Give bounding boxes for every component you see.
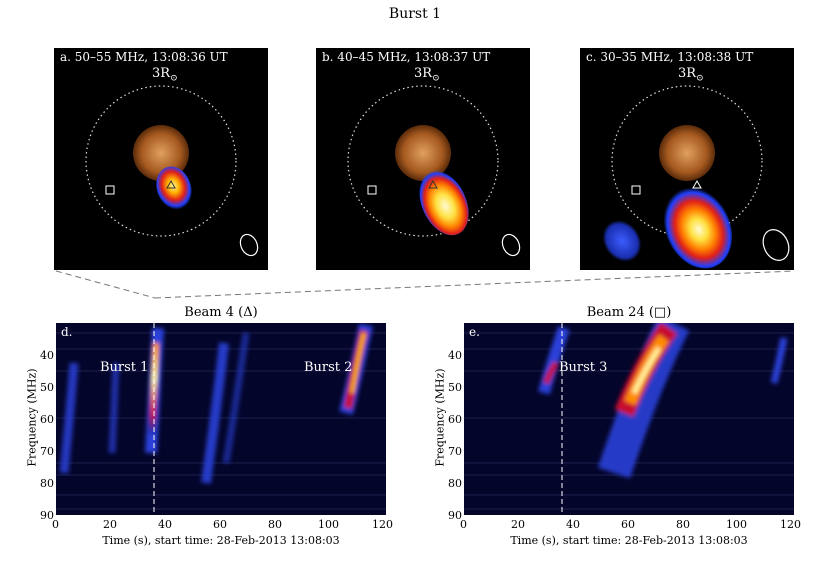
panel-c-radius-text: 3R — [678, 66, 697, 81]
panel-c-square-icon — [631, 185, 641, 195]
e-xtick: 100 — [726, 518, 747, 531]
panel-a-radius-label: 3R⊙ — [152, 66, 178, 84]
panel-a-3rsun-circle — [85, 85, 237, 237]
e-ytick: 40 — [448, 349, 462, 362]
d-xtick: 60 — [213, 518, 227, 531]
panel-c-map — [602, 85, 790, 269]
spectrogram-e-xticks: 0 20 40 60 80 100 120 — [408, 518, 828, 534]
panel-c-secondary-source — [602, 220, 642, 262]
e-xtick: 20 — [511, 518, 525, 531]
panel-b-label: b. 40–45 MHz, 13:08:37 UT — [322, 50, 491, 64]
image-panel-b: b. 40–45 MHz, 13:08:37 UT 3R⊙ — [316, 48, 530, 270]
panel-b-radius-sub: ⊙ — [432, 73, 440, 84]
panel-b-radius-label: 3R⊙ — [414, 66, 440, 84]
d-xtick: 40 — [158, 518, 172, 531]
panel-c-sun-disk — [659, 125, 715, 181]
spectrogram-d-panel-letter: d. — [61, 325, 73, 339]
image-panel-c: c. 30–35 MHz, 13:08:38 UT 3R⊙ — [580, 48, 794, 270]
panel-a-sun-disk — [133, 125, 189, 181]
connector-right-line — [154, 270, 795, 299]
panel-a-beam-ellipse — [239, 233, 259, 257]
spectrogram-d-plot — [56, 323, 386, 515]
e-xtick: 80 — [676, 518, 690, 531]
spectrogram-e-plot — [464, 323, 794, 515]
d-ytick: 60 — [40, 413, 54, 426]
spectrogram-e-xlabel: Time (s), start time: 28-Feb-2013 13:08:… — [510, 534, 748, 547]
d-xtick: 20 — [103, 518, 117, 531]
image-panel-a: a. 50–55 MHz, 13:08:36 UT 3R⊙ — [54, 48, 268, 270]
spectrogram-d-yticks: 40 50 60 70 80 90 — [28, 0, 54, 587]
d-ytick: 40 — [40, 349, 54, 362]
spectrogram-d-burst1-label: Burst 1 — [100, 360, 149, 375]
figure-suptitle: Burst 1 — [388, 6, 442, 22]
spectrogram-e-yticks: 40 50 60 70 80 90 — [436, 0, 462, 587]
panel-b-square-icon — [367, 185, 377, 195]
spectrogram-e-burst3-label: Burst 3 — [559, 360, 608, 375]
panel-b-map — [347, 85, 521, 257]
panel-b-triangle-icon — [428, 179, 438, 189]
panel-b-3rsun-circle — [347, 85, 499, 237]
e-ytick: 70 — [448, 445, 462, 458]
spectrogram-d: d. Burst 1 Burst 2 — [56, 323, 386, 515]
zoom-connector-lines — [55, 270, 795, 299]
panel-a-label: a. 50–55 MHz, 13:08:36 UT — [60, 50, 228, 64]
panel-c-triangle-icon — [692, 179, 702, 189]
spectrogram-d-xticks: 0 20 40 60 80 100 120 — [0, 518, 420, 534]
e-xtick: 40 — [566, 518, 580, 531]
panel-c-radio-source — [663, 187, 733, 269]
panel-b-beam-ellipse — [501, 233, 521, 257]
panel-a-triangle-icon — [166, 179, 176, 189]
spectrogram-e-panel-letter: e. — [469, 325, 480, 339]
panel-b-sun-disk — [395, 125, 451, 181]
spectrogram-d-xlabel: Time (s), start time: 28-Feb-2013 13:08:… — [102, 534, 340, 547]
d-ytick: 70 — [40, 445, 54, 458]
d-xtick: 80 — [268, 518, 282, 531]
d-ytick: 80 — [40, 477, 54, 490]
connector-left-line — [55, 270, 156, 299]
d-ytick: 90 — [40, 509, 54, 522]
e-ytick: 80 — [448, 477, 462, 490]
panel-b-radius-text: 3R — [414, 66, 433, 81]
d-ytick: 50 — [40, 381, 54, 394]
e-xtick: 0 — [460, 518, 467, 531]
e-xtick: 60 — [621, 518, 635, 531]
spectrogram-d-title: Beam 4 (Δ) — [184, 305, 258, 320]
panel-c-label: c. 30–35 MHz, 13:08:38 UT — [586, 50, 754, 64]
spectrogram-e-title: Beam 24 (□) — [586, 305, 672, 320]
panel-c-beam-ellipse — [762, 229, 790, 261]
panel-a-radius-text: 3R — [152, 66, 171, 81]
e-xtick: 120 — [780, 518, 801, 531]
panel-a-radius-sub: ⊙ — [170, 73, 178, 84]
e-ytick: 50 — [448, 381, 462, 394]
panel-c-radius-label: 3R⊙ — [678, 66, 704, 84]
spectrogram-e: e. Burst 3 — [464, 323, 794, 515]
panel-a-square-icon — [105, 185, 115, 195]
e-ytick: 90 — [448, 509, 462, 522]
panel-c-radius-sub: ⊙ — [696, 73, 704, 84]
d-xtick: 100 — [318, 518, 339, 531]
d-xtick: 0 — [52, 518, 59, 531]
d-xtick: 120 — [372, 518, 393, 531]
spectrogram-d-burst2-label: Burst 2 — [304, 360, 353, 375]
panel-b-radio-source — [419, 170, 469, 236]
e-ytick: 60 — [448, 413, 462, 426]
panel-a-map — [85, 85, 259, 257]
